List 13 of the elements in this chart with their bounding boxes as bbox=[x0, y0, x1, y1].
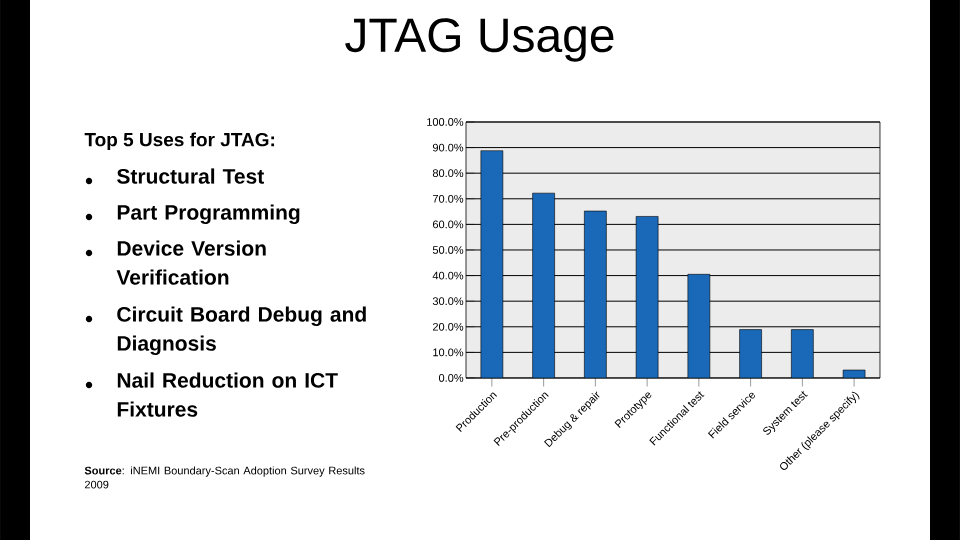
bar bbox=[635, 216, 659, 378]
text: Device Version Verification bbox=[116, 240, 266, 285]
bar bbox=[791, 329, 814, 378]
bar bbox=[532, 192, 555, 378]
bar bbox=[480, 150, 504, 378]
chart-title: JTAG Usage bbox=[345, 18, 614, 62]
bar bbox=[739, 329, 762, 378]
text: Structural Test bbox=[117, 168, 264, 184]
text: Part Programming bbox=[117, 204, 300, 225]
text: Circuit Board Debug and Diagnosis bbox=[117, 306, 366, 356]
text: Top 5 Uses for JTAG: bbox=[84, 132, 275, 151]
bar bbox=[584, 210, 607, 378]
text: Nail Reduction on ICT Fixtures bbox=[117, 372, 338, 417]
